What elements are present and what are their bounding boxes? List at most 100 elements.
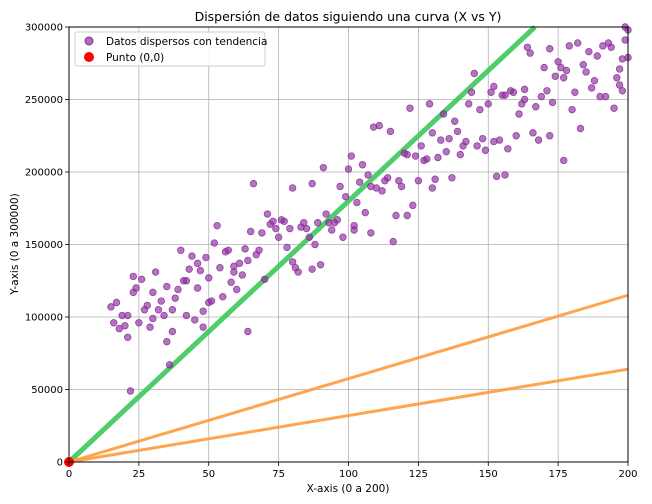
data-point [263,210,272,218]
data-point [333,216,342,224]
data-point [478,134,487,143]
data-point [151,268,160,276]
y-tick-label: 300000 [25,23,63,34]
data-point [389,237,397,246]
data-point [467,88,476,96]
data-point [355,178,364,186]
data-point [501,91,509,99]
data-point [322,210,330,218]
data-point [168,306,177,314]
data-point [364,171,372,179]
data-point [107,303,115,311]
x-tick-label: 200 [618,469,637,480]
data-point [613,74,621,82]
data-point [319,163,328,172]
data-point [328,226,336,234]
data-point [227,278,235,286]
data-point [615,65,624,73]
data-point [434,153,442,162]
data-point [406,104,414,112]
data-point [431,175,439,183]
data-point [182,277,191,285]
data-point [576,124,585,133]
data-point [375,121,383,130]
data-point [193,259,202,268]
data-point [171,294,179,302]
data-point [501,171,509,179]
legend-label-datos: Datos dispersos con tendencia [106,36,267,48]
data-point [165,361,174,369]
data-point [300,219,308,227]
data-point [260,275,269,283]
data-point [280,217,288,225]
data-point [546,45,554,53]
x-axis-ticks: 0 25 50 75 100 125 150 175 200 [66,462,638,480]
data-point [587,84,596,92]
data-point [473,142,481,150]
data-point [258,229,266,237]
data-point [585,47,593,56]
data-point [378,187,386,195]
y-tick-label: 250000 [25,95,63,106]
data-point [269,217,277,225]
data-point [504,145,512,153]
x-tick-label: 125 [409,469,428,480]
data-point [523,43,532,51]
data-point [562,66,571,75]
data-point [520,95,529,104]
data-point [543,87,551,95]
data-point [241,245,249,253]
data-point [423,155,431,163]
data-point [520,85,529,94]
x-tick-label: 50 [202,469,215,480]
legend-label-origin: Punto (0,0) [106,52,164,64]
data-point [540,63,548,72]
data-point [386,127,395,136]
data-point [529,129,537,137]
data-point [160,311,168,320]
data-point [392,211,400,220]
data-point [560,156,568,165]
data-point [512,132,520,140]
data-point [288,184,297,192]
data-point [534,136,543,144]
data-point [537,92,546,101]
data-point [157,297,165,305]
data-point [361,208,369,217]
data-point [350,226,358,234]
data-point [470,69,478,78]
data-point [554,58,562,66]
data-point [445,134,453,143]
data-point [487,88,495,96]
legend: Datos dispersos con tendencia Punto (0,0… [74,31,267,67]
y-tick-label: 200000 [25,168,63,179]
data-point [132,284,140,292]
data-point [205,274,213,282]
legend-box [74,31,266,67]
y-tick-label: 100000 [25,313,63,324]
x-tick-label: 25 [133,469,146,480]
data-point [121,322,129,330]
data-point [403,211,411,220]
data-point [551,72,560,80]
data-point [621,36,629,44]
data-point [210,239,219,247]
y-axis-label: Y-axis (0 a 300000) [9,193,21,295]
data-point [129,272,137,281]
data-point [193,284,202,292]
data-point [344,165,353,173]
data-point [515,110,523,118]
data-point [403,150,411,159]
data-point [244,327,252,336]
data-point [123,311,132,320]
data-point [126,387,135,395]
data-point [476,105,484,114]
x-tick-label: 175 [549,469,568,480]
data-point [593,52,601,60]
data-point [302,224,311,233]
chart-title: Dispersión de datos siguiendo una curva … [195,9,502,24]
data-point [191,316,199,324]
data-point [235,259,244,268]
data-point [425,100,434,108]
